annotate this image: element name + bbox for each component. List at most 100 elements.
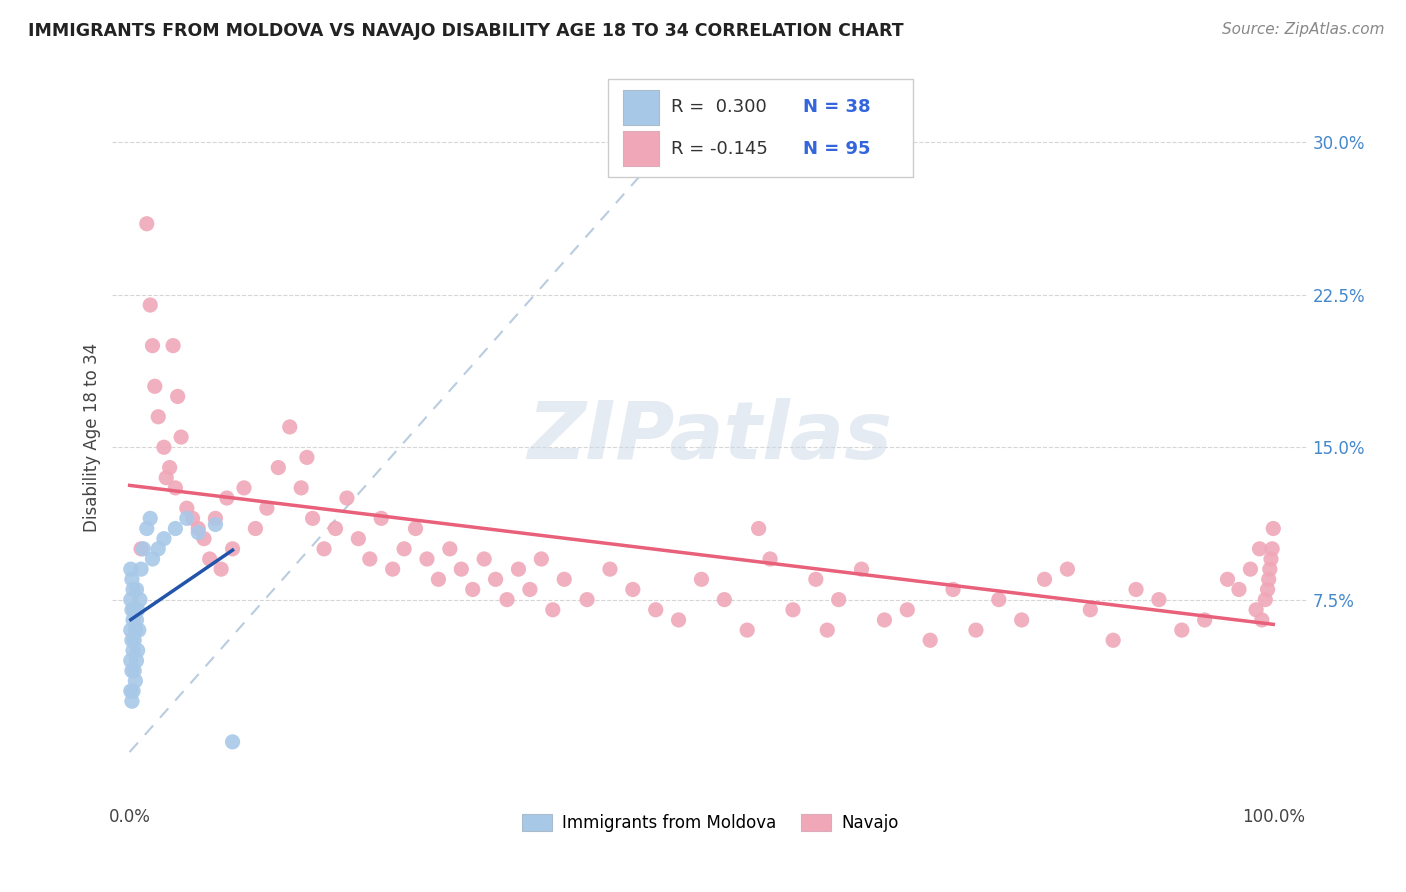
Point xyxy=(159,460,181,475)
Point xyxy=(519,582,541,597)
Point xyxy=(405,521,427,535)
Point xyxy=(141,552,163,566)
Point xyxy=(124,673,146,688)
Point xyxy=(312,541,335,556)
Point xyxy=(204,511,226,525)
Point xyxy=(1258,562,1281,576)
Point xyxy=(204,517,226,532)
Point xyxy=(301,511,323,525)
Point xyxy=(290,481,312,495)
Point xyxy=(461,582,484,597)
Point xyxy=(1194,613,1216,627)
Point xyxy=(1078,603,1101,617)
Text: R = -0.145: R = -0.145 xyxy=(671,140,768,158)
Point xyxy=(828,592,851,607)
Point xyxy=(132,541,155,556)
Text: N = 95: N = 95 xyxy=(803,140,870,158)
Text: N = 38: N = 38 xyxy=(803,98,870,116)
Point xyxy=(295,450,318,465)
Point xyxy=(165,521,187,535)
Point xyxy=(851,562,873,576)
Point xyxy=(690,572,713,586)
Point xyxy=(121,572,143,586)
Point xyxy=(1250,613,1272,627)
Point xyxy=(153,532,176,546)
Point xyxy=(1249,541,1271,556)
Point xyxy=(530,552,553,566)
Point xyxy=(576,592,599,607)
Point xyxy=(1011,613,1033,627)
Point xyxy=(1216,572,1239,586)
Point xyxy=(1244,603,1267,617)
Point xyxy=(166,389,188,403)
Point xyxy=(896,603,918,617)
Point xyxy=(815,623,838,637)
Text: ZIPatlas: ZIPatlas xyxy=(527,398,893,476)
Point xyxy=(325,521,347,535)
Point xyxy=(267,460,290,475)
Point xyxy=(472,552,495,566)
Point xyxy=(135,521,157,535)
Point xyxy=(129,562,152,576)
Y-axis label: Disability Age 18 to 34: Disability Age 18 to 34 xyxy=(83,343,101,532)
Point xyxy=(121,664,143,678)
Point xyxy=(187,525,209,540)
Point xyxy=(121,633,143,648)
Point xyxy=(1257,572,1279,586)
Point xyxy=(1260,552,1282,566)
Point xyxy=(129,541,152,556)
Point xyxy=(1171,623,1194,637)
Point xyxy=(484,572,506,586)
Point xyxy=(153,440,176,454)
Point xyxy=(193,532,215,546)
Point xyxy=(759,552,782,566)
Point xyxy=(221,735,243,749)
Point xyxy=(209,562,232,576)
Point xyxy=(1033,572,1056,586)
Point xyxy=(256,501,278,516)
Point xyxy=(121,694,143,708)
Point xyxy=(129,592,152,607)
Point xyxy=(1257,582,1279,597)
Point xyxy=(920,633,942,648)
Point xyxy=(381,562,404,576)
Point xyxy=(735,623,758,637)
Point xyxy=(1254,592,1277,607)
Point xyxy=(120,562,142,576)
Point xyxy=(148,409,170,424)
Point xyxy=(1056,562,1078,576)
Point xyxy=(139,511,162,525)
FancyBboxPatch shape xyxy=(609,78,914,178)
Text: Source: ZipAtlas.com: Source: ZipAtlas.com xyxy=(1222,22,1385,37)
Legend: Immigrants from Moldova, Navajo: Immigrants from Moldova, Navajo xyxy=(515,807,905,838)
Point xyxy=(599,562,621,576)
Point xyxy=(347,532,370,546)
Point xyxy=(122,633,145,648)
Point xyxy=(644,603,666,617)
Point xyxy=(1261,541,1284,556)
Point xyxy=(873,613,896,627)
Point xyxy=(125,613,148,627)
Point xyxy=(748,521,770,535)
Point xyxy=(1239,562,1261,576)
Point xyxy=(165,481,187,495)
Point xyxy=(122,643,145,657)
FancyBboxPatch shape xyxy=(623,131,658,167)
Point xyxy=(128,623,150,637)
Point xyxy=(621,582,644,597)
Point xyxy=(508,562,530,576)
Point xyxy=(713,592,735,607)
Point xyxy=(541,603,564,617)
Point xyxy=(804,572,827,586)
Point xyxy=(427,572,450,586)
Point xyxy=(1102,633,1125,648)
Point xyxy=(141,339,163,353)
Point xyxy=(170,430,193,444)
Point xyxy=(553,572,575,586)
Point xyxy=(942,582,965,597)
Text: IMMIGRANTS FROM MOLDOVA VS NAVAJO DISABILITY AGE 18 TO 34 CORRELATION CHART: IMMIGRANTS FROM MOLDOVA VS NAVAJO DISABI… xyxy=(28,22,904,40)
Point xyxy=(122,684,145,698)
Point xyxy=(1125,582,1147,597)
Point xyxy=(120,684,142,698)
Point xyxy=(198,552,221,566)
